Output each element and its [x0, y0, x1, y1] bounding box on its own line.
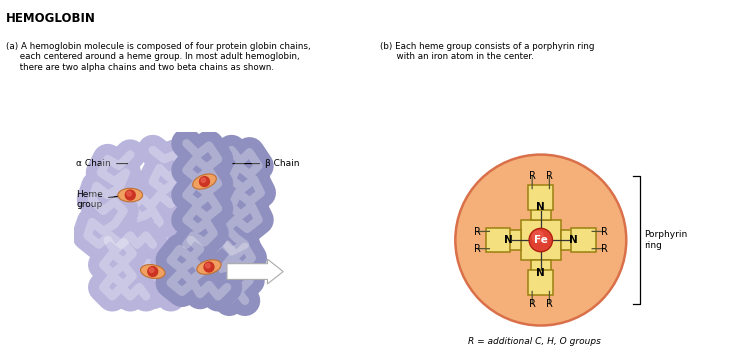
Text: Heme
group: Heme group: [76, 190, 128, 209]
Circle shape: [199, 177, 210, 186]
Text: N: N: [536, 268, 545, 278]
Text: R: R: [474, 243, 480, 253]
Bar: [498, 230, 521, 250]
Text: R: R: [601, 226, 608, 236]
Text: R: R: [546, 171, 553, 181]
Bar: [530, 197, 551, 220]
Circle shape: [529, 228, 553, 252]
Text: R = additional C, H, O groups: R = additional C, H, O groups: [468, 337, 601, 346]
Text: N: N: [569, 235, 578, 245]
Text: β Chain: β Chain: [207, 159, 300, 168]
Bar: [571, 228, 596, 252]
Bar: [528, 185, 554, 210]
Text: R: R: [529, 299, 536, 309]
Bar: [521, 220, 561, 260]
Circle shape: [125, 190, 135, 200]
Circle shape: [206, 263, 210, 268]
Text: (b) Each heme group consists of a porphyrin ring
      with an iron atom in the : (b) Each heme group consists of a porphy…: [380, 42, 595, 61]
Text: R: R: [601, 243, 608, 253]
Circle shape: [532, 231, 544, 242]
Bar: [561, 230, 583, 250]
Ellipse shape: [118, 188, 142, 202]
Text: R: R: [474, 226, 480, 236]
Text: N: N: [536, 202, 545, 212]
Ellipse shape: [140, 265, 165, 278]
Text: R: R: [546, 299, 553, 309]
Circle shape: [149, 268, 154, 272]
Bar: [530, 220, 551, 260]
Text: HEMOGLOBIN: HEMOGLOBIN: [6, 12, 95, 25]
Text: Fe: Fe: [534, 235, 548, 245]
Circle shape: [455, 155, 626, 326]
Text: N: N: [504, 235, 513, 245]
Text: R: R: [529, 171, 536, 181]
Ellipse shape: [197, 260, 221, 274]
Bar: [486, 228, 510, 252]
FancyArrow shape: [227, 259, 283, 284]
Bar: [528, 270, 554, 295]
Text: (a) A hemoglobin molecule is composed of four protein globin chains,
     each c: (a) A hemoglobin molecule is composed of…: [6, 42, 310, 71]
Bar: [530, 260, 551, 283]
Text: Porphyrin
ring: Porphyrin ring: [645, 230, 688, 250]
Ellipse shape: [192, 174, 216, 189]
Bar: [521, 230, 561, 250]
Circle shape: [127, 191, 131, 196]
Circle shape: [204, 262, 214, 272]
Circle shape: [148, 267, 157, 276]
Circle shape: [201, 178, 206, 182]
Text: α Chain: α Chain: [76, 159, 128, 168]
